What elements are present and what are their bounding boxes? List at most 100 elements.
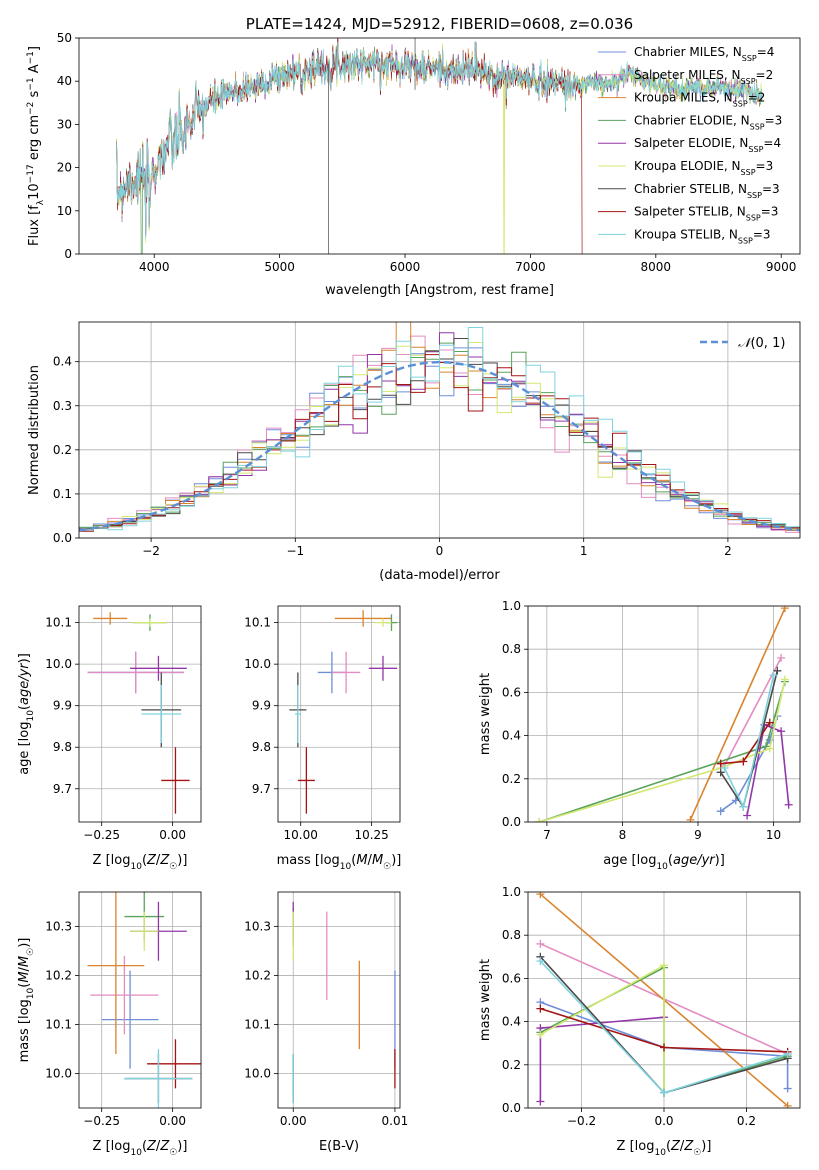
weight-marker bbox=[777, 653, 786, 662]
y-axis-label: mass weight bbox=[478, 673, 493, 755]
weight-line bbox=[720, 715, 779, 812]
x-axis-label: mass [log10(M/M☉)] bbox=[277, 853, 402, 872]
y-tick-label: 9.9 bbox=[252, 699, 271, 713]
weight-line bbox=[539, 1016, 665, 1102]
x-axis-label: Z [log10(Z/Z☉)] bbox=[617, 1139, 712, 1158]
weight-marker bbox=[660, 961, 668, 970]
legend-label: Kroupa STELIB, NSSP=3 bbox=[634, 227, 771, 245]
panel-age_vs_mass: 10.00 10.25 9.7 9.8 9.9 10.0 10.1 bbox=[244, 605, 401, 842]
y-tick-label: 0.4 bbox=[502, 1015, 521, 1029]
x-tick-label: 6000 bbox=[390, 260, 421, 274]
x-tick-label: 10 bbox=[766, 828, 781, 842]
y-tick-label: 10.1 bbox=[45, 616, 72, 630]
x-tick-label: 10.00 bbox=[284, 828, 318, 842]
y-tick-label: 0.8 bbox=[502, 928, 521, 942]
weight-marker bbox=[536, 957, 545, 966]
y-tick-label: 1.0 bbox=[502, 599, 521, 613]
x-tick-label: −0.25 bbox=[83, 828, 120, 842]
y-axis-label: age [log10(age/yr)] bbox=[17, 653, 36, 775]
y-tick-label: 9.8 bbox=[252, 740, 271, 754]
weight-line bbox=[539, 681, 786, 822]
weight-marker bbox=[773, 666, 782, 675]
y-tick-label: 0.0 bbox=[53, 531, 72, 545]
x-axis-label: wavelength [Angstrom, rest frame] bbox=[325, 283, 554, 298]
series-line-spectrum bbox=[116, 41, 763, 239]
plot-area bbox=[116, 38, 763, 254]
y-axis-label: Normed distribution bbox=[27, 365, 42, 495]
x-tick-label: 8000 bbox=[641, 260, 672, 274]
weight-marker bbox=[784, 800, 793, 809]
x-tick-label: 0.01 bbox=[382, 1114, 409, 1128]
x-axis-label: Z [log10(Z/Z☉)] bbox=[93, 853, 188, 872]
x-tick-label: 7 bbox=[543, 828, 551, 842]
y-tick-label: 10.0 bbox=[45, 657, 72, 671]
legend-label: Salpeter ELODIE, NSSP=4 bbox=[634, 136, 781, 154]
axes-frame bbox=[78, 891, 202, 1109]
x-tick-label: 1 bbox=[580, 544, 588, 558]
panel-mass_vs_Z: −0.25 0.00 10.0 10.1 10.2 10.3 bbox=[45, 891, 202, 1128]
weight-marker bbox=[739, 802, 748, 811]
weight-marker bbox=[743, 811, 752, 820]
plot-area bbox=[79, 322, 800, 533]
weight-marker bbox=[783, 1101, 792, 1108]
axes-frame bbox=[277, 891, 401, 1109]
y-tick-label: 10 bbox=[57, 204, 72, 218]
axes-frame bbox=[527, 891, 801, 1109]
weight-marker bbox=[536, 1097, 545, 1106]
weight-marker bbox=[783, 1050, 792, 1058]
weight-line bbox=[746, 723, 790, 816]
y-tick-label: 10.3 bbox=[45, 919, 72, 933]
y-tick-label: 0.1 bbox=[53, 487, 72, 501]
y-tick-label: 10.1 bbox=[244, 1018, 271, 1032]
x-axis-label: Z [log10(Z/Z☉)] bbox=[93, 1139, 188, 1158]
weight-marker bbox=[536, 892, 545, 899]
x-tick-label: 5000 bbox=[264, 260, 295, 274]
axes-frame bbox=[78, 605, 202, 823]
y-tick-label: 10.0 bbox=[244, 657, 271, 671]
y-tick-label: 0.2 bbox=[53, 443, 72, 457]
plot-area bbox=[87, 612, 190, 814]
x-tick-label: 9000 bbox=[766, 260, 797, 274]
weight-marker bbox=[765, 718, 774, 727]
y-tick-label: 1.0 bbox=[502, 885, 521, 899]
y-tick-label: 0.2 bbox=[502, 772, 521, 786]
axes-frame bbox=[527, 605, 801, 823]
legend-label: Kroupa MILES, NSSP=2 bbox=[634, 91, 765, 109]
plot-area bbox=[292, 901, 396, 1104]
y-tick-label: 0.4 bbox=[53, 355, 72, 369]
weight-line bbox=[689, 607, 786, 821]
reference-curve bbox=[79, 360, 800, 532]
weight-marker bbox=[765, 744, 774, 753]
panel-spectrum: 4000 5000 6000 7000 8000 9000 0 10 20 30 40 50 bbox=[57, 31, 801, 274]
weight-marker bbox=[536, 1030, 545, 1039]
weight-marker bbox=[536, 939, 545, 948]
y-tick-label: 10.2 bbox=[45, 968, 72, 982]
x-tick-label: 0 bbox=[436, 544, 444, 558]
y-tick-label: 10.1 bbox=[45, 1018, 72, 1032]
legend-label: Kroupa ELODIE, NSSP=3 bbox=[634, 159, 773, 177]
weight-marker bbox=[535, 818, 544, 822]
y-tick-label: 10.3 bbox=[244, 919, 271, 933]
y-tick-label: 0.3 bbox=[53, 399, 72, 413]
axes-frame bbox=[78, 321, 801, 539]
y-tick-label: 0 bbox=[64, 247, 72, 261]
y-axis-label: mass weight bbox=[478, 959, 493, 1041]
y-tick-label: 0.0 bbox=[502, 815, 521, 829]
x-tick-label: −0.25 bbox=[83, 1114, 120, 1128]
y-tick-label: 0.6 bbox=[502, 971, 521, 985]
y-tick-label: 0.4 bbox=[502, 729, 521, 743]
panel-weight_vs_Z: −0.2 0.0 0.2 0.0 0.2 0.4 0.6 0.8 1.0 bbox=[502, 885, 801, 1128]
weight-marker bbox=[660, 1088, 668, 1097]
y-axis-label: Flux [fλ10−17 erg cm−2 s−1 A−1] bbox=[26, 46, 46, 246]
weight-line bbox=[723, 657, 782, 767]
plot-area bbox=[536, 892, 792, 1108]
x-tick-label: 0.00 bbox=[280, 1114, 307, 1128]
y-tick-label: 50 bbox=[57, 31, 72, 45]
panel-age_vs_Z: −0.25 0.00 9.7 9.8 9.9 10.0 10.1 bbox=[45, 605, 202, 842]
y-tick-label: 0.6 bbox=[502, 685, 521, 699]
plot-area bbox=[535, 606, 793, 822]
legend-label: Chabrier MILES, NSSP=4 bbox=[634, 45, 774, 63]
x-tick-label: 10.25 bbox=[354, 828, 388, 842]
panel-mass_vs_ebv: 0.00 0.01 10.0 10.1 10.2 10.3 bbox=[244, 891, 409, 1128]
